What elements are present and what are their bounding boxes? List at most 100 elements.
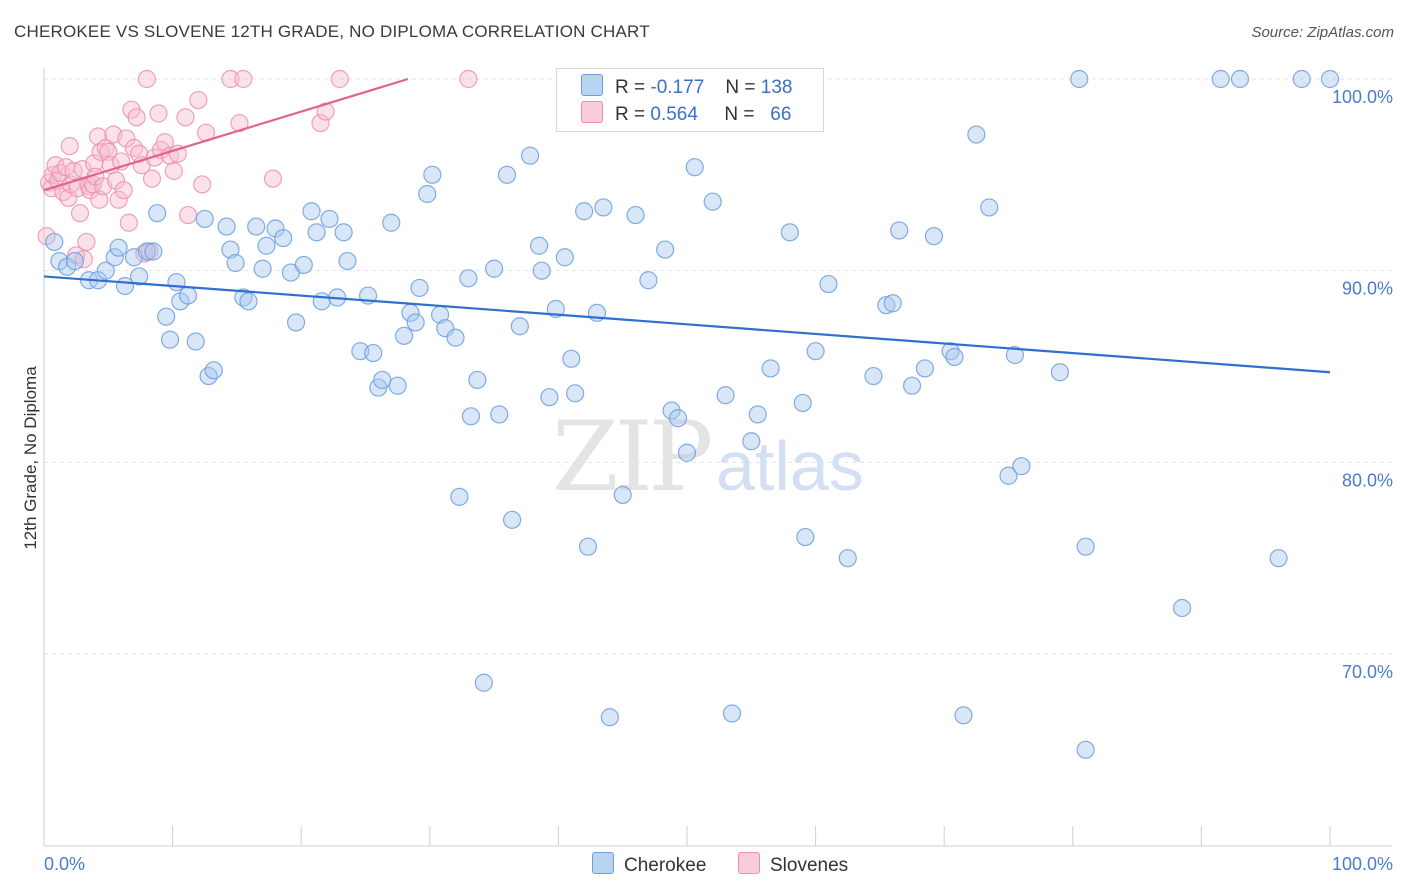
cherokee-point bbox=[748, 405, 767, 424]
slovenes-point bbox=[77, 232, 96, 252]
x-axis bbox=[43, 826, 1392, 847]
bottom-legend-slovenes: Slovenes bbox=[738, 852, 848, 877]
slovenes-point bbox=[114, 181, 133, 200]
cherokee-point bbox=[1173, 598, 1192, 618]
y-tick-label: 90.0% bbox=[1342, 279, 1393, 299]
cherokee-point bbox=[521, 146, 540, 165]
cherokee-point bbox=[954, 706, 973, 725]
cherokee-point bbox=[226, 253, 245, 273]
cherokee-point bbox=[394, 326, 414, 345]
slovenes-point bbox=[193, 175, 212, 194]
source-label: Source: ZipAtlas.com bbox=[1251, 24, 1394, 41]
slovenes-point bbox=[459, 69, 478, 89]
cherokee-point bbox=[1292, 69, 1311, 89]
legend-r-value-cherokee: -0.177 bbox=[650, 77, 705, 98]
cherokee-point bbox=[562, 349, 581, 368]
cherokee-point bbox=[257, 236, 276, 255]
cherokee-point bbox=[178, 286, 198, 305]
slovenes-point bbox=[90, 190, 109, 209]
cherokee-point bbox=[459, 269, 478, 288]
cherokee-point bbox=[302, 202, 321, 221]
cherokee-point bbox=[806, 342, 825, 361]
cherokee-point bbox=[1269, 549, 1288, 568]
cherokee-point bbox=[656, 240, 675, 259]
cherokee-point bbox=[722, 704, 742, 723]
cherokee-point bbox=[148, 204, 167, 223]
cherokee-point bbox=[167, 273, 186, 292]
cherokee-point bbox=[461, 407, 481, 426]
legend-r-value-slovenes: 0.564 bbox=[650, 104, 698, 125]
cherokee-point bbox=[130, 267, 149, 286]
legend-row-slovenes: R = 0.564 N = 66 bbox=[581, 101, 791, 127]
cherokee-point bbox=[819, 274, 838, 294]
slovenes-point bbox=[127, 108, 146, 127]
bottom-legend-cherokee: Cherokee bbox=[592, 852, 706, 877]
slovenes-point bbox=[119, 213, 138, 232]
cherokee-point bbox=[945, 347, 964, 367]
cherokee-point bbox=[600, 708, 619, 727]
cherokee-point bbox=[382, 213, 401, 232]
cherokee-point bbox=[195, 209, 214, 229]
grid-lines bbox=[44, 78, 1392, 655]
cherokee-point bbox=[199, 366, 218, 386]
slovenes-point bbox=[74, 250, 93, 269]
cherokee-point bbox=[902, 376, 922, 395]
cherokee-point bbox=[446, 328, 465, 347]
slovenes-point bbox=[178, 205, 198, 225]
slovenes-point bbox=[311, 113, 330, 133]
cherokee-point bbox=[915, 359, 935, 378]
bottom-legend-swatch-slovenes bbox=[738, 852, 760, 874]
y-tick-label: 100.0% bbox=[1332, 87, 1393, 107]
cherokee-point bbox=[144, 242, 163, 261]
slovenes-point bbox=[117, 129, 136, 148]
slovenes-point bbox=[164, 161, 183, 181]
cherokee-point bbox=[388, 376, 407, 395]
cherokee-point bbox=[221, 240, 240, 259]
watermark-atlas: atlas bbox=[716, 427, 864, 505]
cherokee-point bbox=[890, 221, 909, 240]
legend-n-label: N = bbox=[725, 77, 756, 98]
cherokee-point bbox=[137, 242, 156, 261]
legend-n-value-slovenes: 66 bbox=[770, 104, 792, 125]
slovenes-point bbox=[234, 69, 253, 89]
cherokee-point bbox=[157, 307, 176, 326]
cherokee-point bbox=[286, 313, 306, 332]
series-slovenes-points bbox=[37, 69, 478, 269]
slovenes-point bbox=[221, 69, 240, 89]
slovenes-point bbox=[155, 133, 174, 152]
cherokee-point bbox=[96, 261, 115, 280]
cherokee-point bbox=[1005, 345, 1025, 365]
legend-row-cherokee: R = -0.177 N = 138 bbox=[581, 74, 792, 100]
legend-swatch-cherokee bbox=[581, 74, 603, 96]
cherokee-point bbox=[294, 255, 313, 275]
cherokee-point bbox=[485, 259, 504, 278]
cherokee-point bbox=[160, 330, 180, 349]
slovenes-point bbox=[330, 69, 349, 89]
cherokee-point bbox=[780, 223, 799, 242]
bottom-legend-label-cherokee: Cherokee bbox=[624, 855, 707, 876]
cherokee-point bbox=[274, 228, 293, 248]
cherokee-point bbox=[1320, 69, 1340, 89]
slovenes-point bbox=[176, 108, 195, 127]
slovenes-point bbox=[64, 161, 83, 181]
cherokee-point bbox=[45, 232, 64, 252]
cherokee-point bbox=[883, 294, 902, 313]
legend-r-label: R = bbox=[615, 104, 646, 125]
cherokee-point bbox=[423, 165, 442, 184]
cherokee-point bbox=[307, 223, 326, 242]
x-tick-label-right: 100.0% bbox=[1332, 854, 1393, 874]
y-tick-labels: 100.0% 90.0% 80.0% 70.0% bbox=[1332, 87, 1393, 682]
cherokee-point bbox=[1012, 457, 1031, 476]
cherokee-point bbox=[468, 370, 487, 390]
cherokee-point bbox=[613, 485, 632, 505]
cherokee-point bbox=[668, 409, 688, 428]
slovenes-point bbox=[263, 169, 283, 188]
cherokee-point bbox=[742, 432, 761, 451]
cherokee-point bbox=[266, 219, 285, 238]
slovenes-point bbox=[149, 104, 168, 123]
slovenes-point bbox=[106, 171, 126, 190]
cherokee-point bbox=[510, 317, 529, 336]
cherokee-point bbox=[796, 527, 815, 547]
legend-n-value-cherokee: 138 bbox=[760, 77, 793, 98]
